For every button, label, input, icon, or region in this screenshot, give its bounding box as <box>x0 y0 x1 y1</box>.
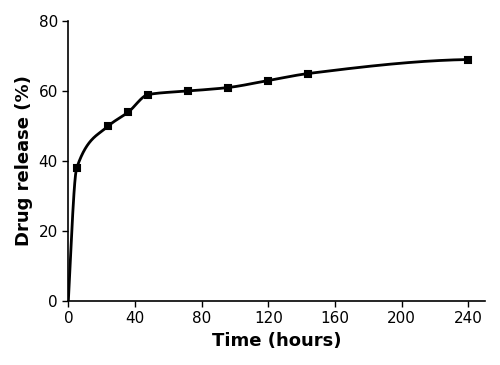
Y-axis label: Drug release (%): Drug release (%) <box>15 76 33 246</box>
X-axis label: Time (hours): Time (hours) <box>212 332 342 350</box>
